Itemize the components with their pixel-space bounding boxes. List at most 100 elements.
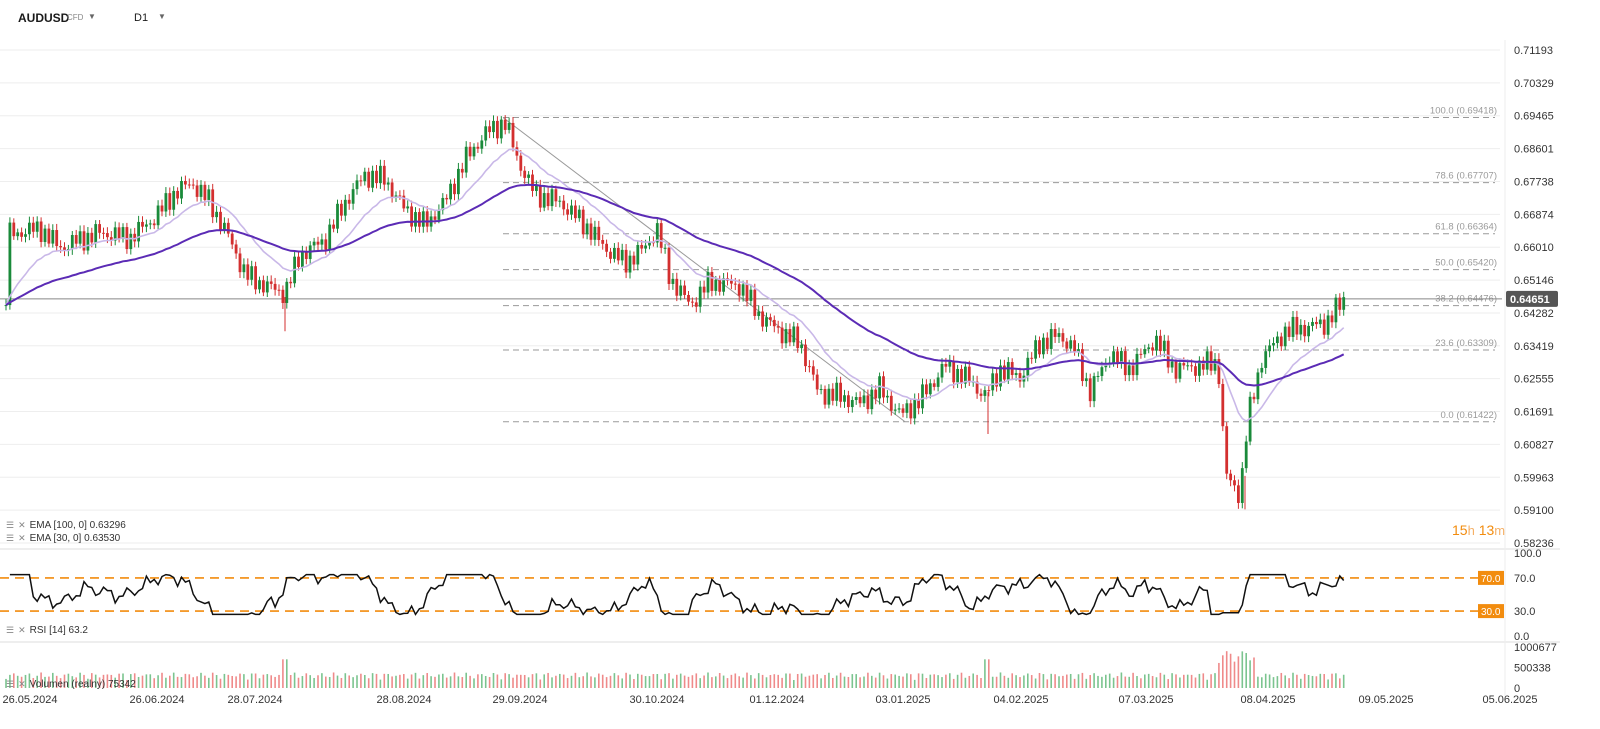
settings-icon[interactable]: ☰ — [6, 533, 15, 543]
close-icon[interactable]: ✕ — [18, 520, 26, 530]
volume-bar — [465, 672, 467, 688]
price-tick-label: 0.64282 — [1514, 308, 1554, 320]
candle-body — [804, 344, 807, 367]
volume-bar — [516, 674, 518, 688]
candle-body — [866, 395, 870, 410]
volume-bar — [621, 678, 623, 688]
volume-bar — [153, 678, 155, 688]
candle-body — [628, 255, 632, 273]
candle-body — [86, 232, 90, 251]
volume-bar — [266, 674, 269, 688]
volume-bar — [1323, 674, 1325, 688]
volume-bar — [718, 673, 721, 688]
price-tick-label: 0.68601 — [1514, 144, 1554, 156]
symbol-dropdown-icon[interactable]: ▼ — [88, 12, 96, 21]
volume-bar — [364, 674, 366, 688]
candle-body — [320, 239, 324, 245]
volume-bar — [640, 674, 643, 688]
volume-bar — [379, 679, 382, 688]
candle-body — [535, 185, 538, 191]
candle-body — [574, 205, 577, 219]
volume-bar — [9, 674, 11, 688]
ema30-legend[interactable]: ☰ ✕ EMA [30, 0] 0.63530 — [6, 533, 120, 544]
rsi-legend[interactable]: ☰ ✕ RSI [14] 63.2 — [6, 625, 88, 636]
volume-bar — [582, 676, 584, 688]
volume-bar — [496, 674, 499, 688]
candle-body — [55, 230, 59, 247]
volume-bar — [1315, 676, 1318, 688]
volume-bar — [820, 678, 822, 688]
candle-body — [772, 319, 776, 327]
volume-bar — [278, 674, 280, 688]
candle-body — [616, 247, 620, 261]
candle-body — [1295, 316, 1299, 335]
volume-bar — [843, 676, 846, 688]
volume-bar — [871, 675, 873, 688]
volume-legend[interactable]: ☰ ✕ Volumen (realny) 75342 — [6, 679, 136, 690]
close-icon[interactable]: ✕ — [18, 533, 26, 543]
settings-icon[interactable]: ☰ — [6, 520, 15, 530]
volume-bar — [328, 677, 331, 688]
fib-trend-line — [502, 117, 906, 423]
volume-bar — [297, 677, 300, 688]
candle-body — [605, 243, 608, 252]
close-icon[interactable]: ✕ — [18, 625, 26, 635]
volume-bar — [1023, 675, 1025, 688]
volume-bar — [1015, 675, 1017, 688]
candle-body — [546, 193, 550, 207]
ema100-legend[interactable]: ☰ ✕ EMA [100, 0] 0.63296 — [6, 520, 126, 531]
volume-bar — [356, 675, 358, 688]
volume-bar — [789, 673, 791, 688]
candle-body — [987, 390, 991, 392]
symbol-name[interactable]: AUDUSD — [18, 11, 70, 25]
date-tick-label: 09.05.2025 — [1358, 694, 1413, 706]
timeframe-selector[interactable]: D1 — [134, 12, 149, 24]
volume-bar — [192, 677, 194, 688]
volume-bar — [555, 675, 557, 688]
volume-bar — [898, 675, 900, 688]
volume-bar — [523, 674, 526, 688]
volume-bar — [750, 675, 752, 688]
candle-body — [265, 281, 269, 293]
volume-bar — [793, 680, 795, 688]
volume-bar — [457, 676, 460, 688]
volume-bar — [75, 677, 77, 688]
volume-bar — [617, 675, 620, 688]
timeframe-dropdown-icon[interactable]: ▼ — [158, 12, 166, 21]
volume-bar — [1327, 679, 1329, 688]
candle-body — [507, 122, 511, 130]
candle-body — [1147, 347, 1151, 350]
volume-bar — [1280, 672, 1283, 688]
candle-body — [1213, 359, 1217, 371]
candle-body — [425, 211, 429, 227]
volume-bar — [859, 677, 861, 688]
volume-bar — [309, 675, 311, 688]
candle-body — [620, 249, 624, 261]
date-tick-label: 04.02.2025 — [993, 694, 1048, 706]
volume-bar — [48, 676, 50, 688]
candle-body — [1057, 333, 1061, 337]
candle-body — [1307, 325, 1310, 337]
candle-body — [82, 231, 86, 251]
volume-bar — [1108, 673, 1111, 688]
candle-body — [480, 140, 484, 149]
settings-icon[interactable]: ☰ — [6, 625, 15, 635]
candle-body — [585, 223, 589, 235]
volume-bar — [1034, 678, 1037, 688]
candle-body — [145, 224, 148, 227]
volume-bar — [504, 673, 506, 688]
date-tick-label: 28.07.2024 — [227, 694, 282, 706]
close-icon[interactable]: ✕ — [18, 679, 26, 689]
volume-bar — [683, 675, 686, 688]
candle-body — [893, 409, 897, 411]
volume-bar — [172, 672, 175, 688]
candle-body — [1233, 480, 1236, 486]
candle-body — [683, 285, 686, 295]
candle-body — [421, 211, 425, 227]
settings-icon[interactable]: ☰ — [6, 679, 15, 689]
volume-bar — [722, 675, 725, 688]
volume-bar — [481, 674, 483, 688]
candle-body — [952, 360, 956, 383]
volume-bar — [1179, 677, 1181, 688]
